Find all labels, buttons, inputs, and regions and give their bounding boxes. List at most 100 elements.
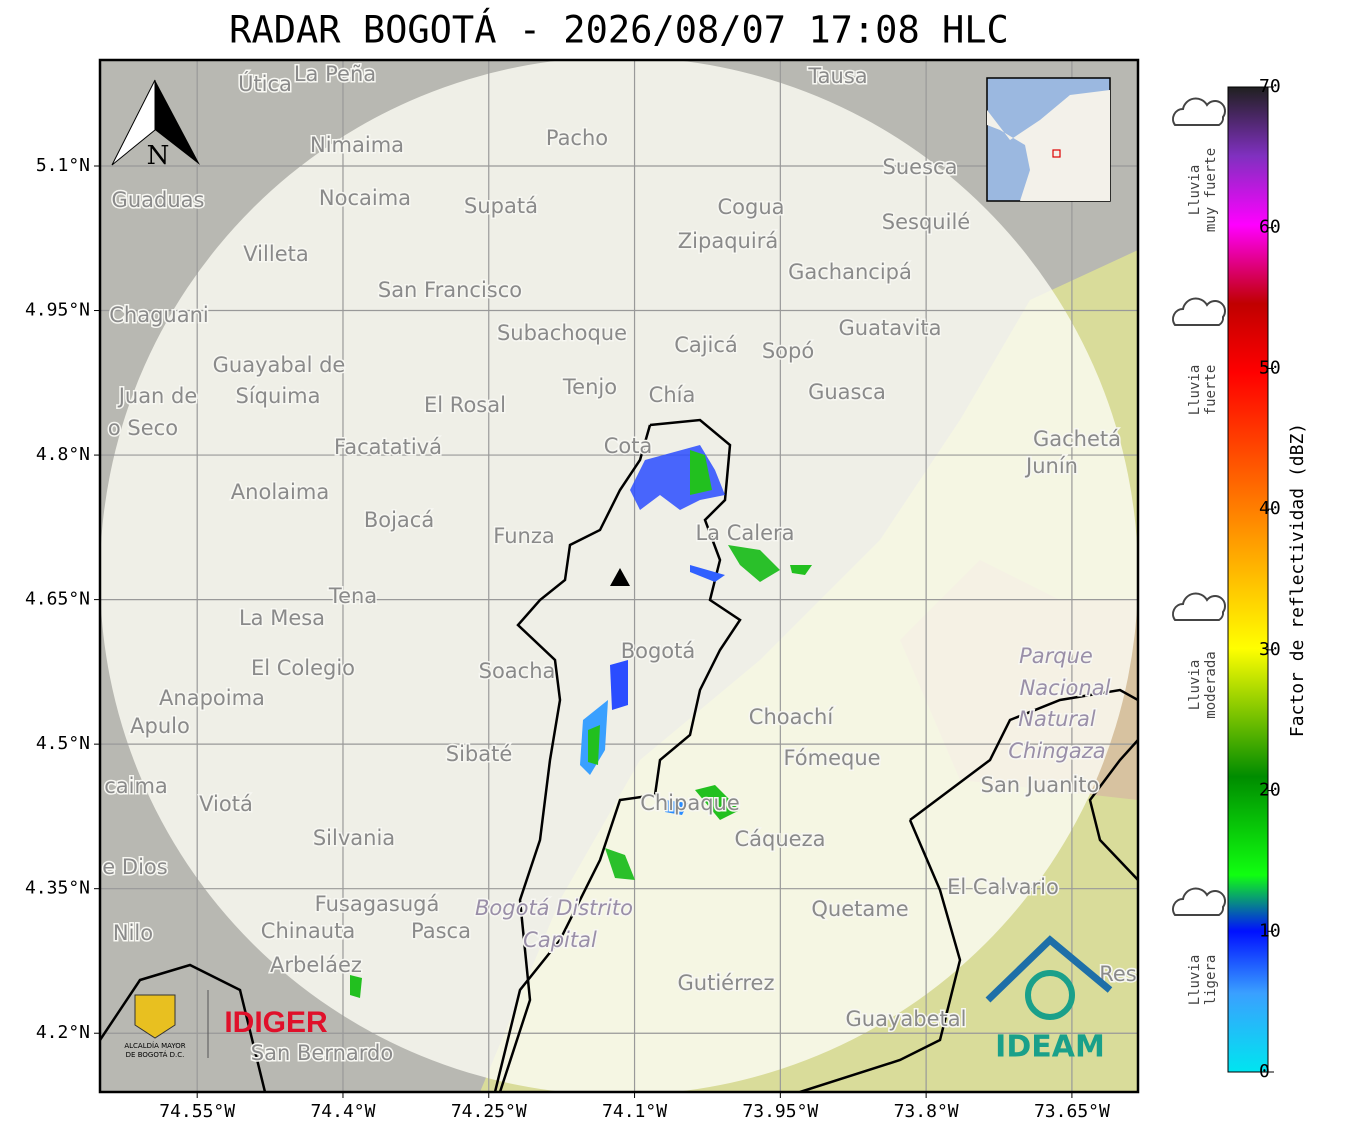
place-label: Bojacá [364,508,434,532]
y-tick-label: 4.2°N [36,1022,90,1043]
rain-label: Lluvia [1187,365,1203,416]
rain-label: Lluvia [1187,165,1203,216]
place-label: Pasca [411,919,471,943]
rain-label: Lluvia [1187,955,1203,1006]
place-label: Villeta [243,242,308,266]
place-label: Facatativá [334,435,442,459]
place-label: Anapoima [159,686,265,710]
place-label: Nocaima [319,186,411,210]
place-label: e Dios [102,855,167,879]
place-label: Funza [493,524,554,548]
rain-label: muy fuerte [1203,148,1219,232]
place-label: La Mesa [239,606,325,630]
rain-label: ligera [1203,955,1219,1006]
x-tick-label: 74.1°W [602,1101,667,1122]
place-label: Natural [1018,707,1096,731]
place-label: La Peña [294,62,376,86]
place-label: El Calvario [947,875,1059,899]
cloud [1172,97,1226,126]
graticule [100,60,1138,1092]
place-label: Zipaquirá [678,229,778,253]
place-label: El Colegio [251,656,355,680]
place-label: Pacho [546,126,608,150]
place-label: Chaguani [109,303,209,327]
idiger-logo: IDIGER [224,1006,328,1039]
colorbar-tick-label: 0 [1259,1061,1270,1082]
north-label: N [147,141,170,171]
colorbar-tick-label: 10 [1259,920,1281,941]
x-tick-label: 73.95°W [742,1101,818,1122]
place-label: Bogotá [621,639,696,663]
place-label: Nimaima [310,133,404,157]
place-label: Junín [1024,454,1078,478]
place-label: Nacional [1020,676,1111,700]
place-label: Gutiérrez [678,971,775,995]
place-label: San Francisco [378,278,522,302]
cloud [1172,592,1226,621]
place-label: Guatavita [839,316,942,340]
place-label: Tenjo [562,375,617,399]
place-label: Anolaima [231,480,329,504]
place-label: Capital [523,928,597,952]
y-tick-label: 4.8°N [36,444,90,465]
place-label: Supatá [464,194,538,218]
colorbar-tick-label: 40 [1259,498,1281,519]
title: RADAR BOGOTÁ - 2026/08/07 17:08 HLC [229,8,1009,52]
place-label: Chingaza [1008,739,1105,763]
place-label: Fómeque [783,746,880,770]
place-label: Cota [604,434,653,458]
place-label: Subachoque [497,321,627,345]
cloud [1172,297,1226,326]
place-label: Síquima [236,384,321,408]
x-tick-label: 74.25°W [451,1101,527,1122]
place-label: Guayabetal [846,1007,967,1031]
boundary [498,424,652,1092]
x-tick-label: 74.4°W [310,1101,375,1122]
y-tick-label: 4.65°N [25,589,90,610]
x-tick-label: 73.65°W [1034,1101,1110,1122]
place-label: San Juanito [981,773,1100,797]
place-label: Gachancipá [788,260,912,284]
colorbar-tick-label: 30 [1259,639,1281,660]
x-tick-label: 73.8°W [894,1101,959,1122]
place-label: Nilo [113,921,153,945]
x-tick-label: 74.55°W [159,1101,235,1122]
place-label: La Calera [695,521,794,545]
place-label: Apulo [130,714,190,738]
place-label: Suesca [883,155,958,179]
place-label: Sesquilé [882,210,970,234]
place-label: San Bernardo [251,1041,393,1065]
place-label: Chinauta [261,919,355,943]
rain-label: moderada [1203,651,1219,718]
weather-icon [1172,592,1226,621]
place-label: Fusagasugá [315,892,440,916]
place-label: Chipaque [640,791,740,815]
place-label: Sopó [762,339,814,363]
radar-echoes [350,445,812,998]
colorbar-tick-label: 50 [1259,357,1281,378]
place-label: Quetame [811,897,908,921]
place-label: Arbeláez [270,953,362,977]
ideam-label: IDEAM [995,1030,1105,1065]
colorbar-label: Factor de reflectividad (dBZ) [1287,423,1308,737]
colorbar-tick-label: 20 [1259,780,1281,801]
place-label: Silvania [313,826,395,850]
place-label: El Rosal [424,393,506,417]
boundary [493,418,742,1092]
place-label: Chía [649,383,696,407]
annotations: 74.55°W 74.4°W 74.25°W 74.1°W 73.95°W 73.8°W 7… [25,155,1110,1122]
place-label: Parque [1019,644,1093,668]
place-label: Guasca [808,380,886,404]
place-label: Cajicá [674,333,738,357]
place-label: Útica [238,71,292,96]
alcaldia-logo: ALCALDÍA MAYOR DE BOGOTÁ D.C. IDIGER [124,990,328,1059]
place-label: Cáqueza [735,827,826,851]
map: Útica La Peña Tausa Pacho Nimaima Guaduas Noca… [100,60,1138,1092]
rain-label: fuerte [1203,365,1219,416]
weather-icon [1172,887,1226,916]
place-labels: Útica La Peña Tausa Pacho Nimaima Guaduas Noca… [101,61,1138,1067]
y-tick-label: 4.5°N [36,733,90,754]
rain-label: Lluvia [1187,660,1203,711]
